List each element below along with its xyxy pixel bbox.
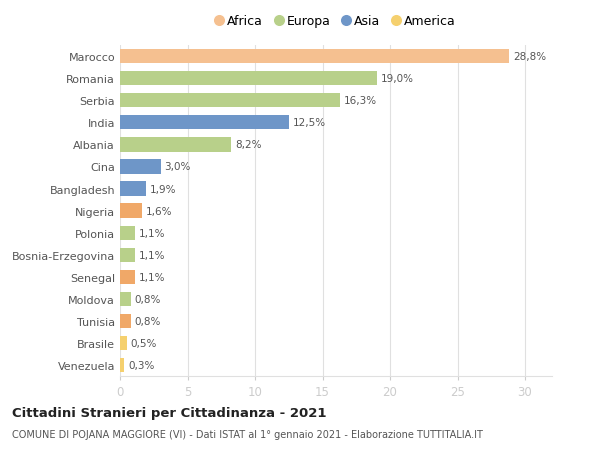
Text: 12,5%: 12,5% [293,118,326,128]
Bar [120,50,509,64]
Text: 1,1%: 1,1% [139,250,166,260]
Bar [120,94,340,108]
Text: 28,8%: 28,8% [513,52,546,62]
Text: 0,5%: 0,5% [131,338,157,348]
Text: 1,1%: 1,1% [139,228,166,238]
Bar [120,116,289,130]
Bar [120,358,124,373]
Bar [120,226,135,241]
Bar [120,160,161,174]
Text: 1,9%: 1,9% [150,184,176,194]
Text: 1,6%: 1,6% [146,206,172,216]
Bar [120,336,127,351]
Bar [120,292,131,307]
Bar [120,248,135,263]
Text: 3,0%: 3,0% [164,162,191,172]
Bar [120,314,131,329]
Text: 0,8%: 0,8% [135,294,161,304]
Bar [120,204,142,218]
Bar [120,138,230,152]
Text: 1,1%: 1,1% [139,272,166,282]
Bar [120,182,146,196]
Text: 16,3%: 16,3% [344,96,377,106]
Bar [120,72,377,86]
Text: 0,3%: 0,3% [128,360,154,370]
Text: 8,2%: 8,2% [235,140,261,150]
Text: COMUNE DI POJANA MAGGIORE (VI) - Dati ISTAT al 1° gennaio 2021 - Elaborazione TU: COMUNE DI POJANA MAGGIORE (VI) - Dati IS… [12,429,483,439]
Bar [120,270,135,285]
Text: 19,0%: 19,0% [380,74,413,84]
Legend: Africa, Europa, Asia, America: Africa, Europa, Asia, America [211,10,461,33]
Text: 0,8%: 0,8% [135,316,161,326]
Text: Cittadini Stranieri per Cittadinanza - 2021: Cittadini Stranieri per Cittadinanza - 2… [12,406,326,419]
